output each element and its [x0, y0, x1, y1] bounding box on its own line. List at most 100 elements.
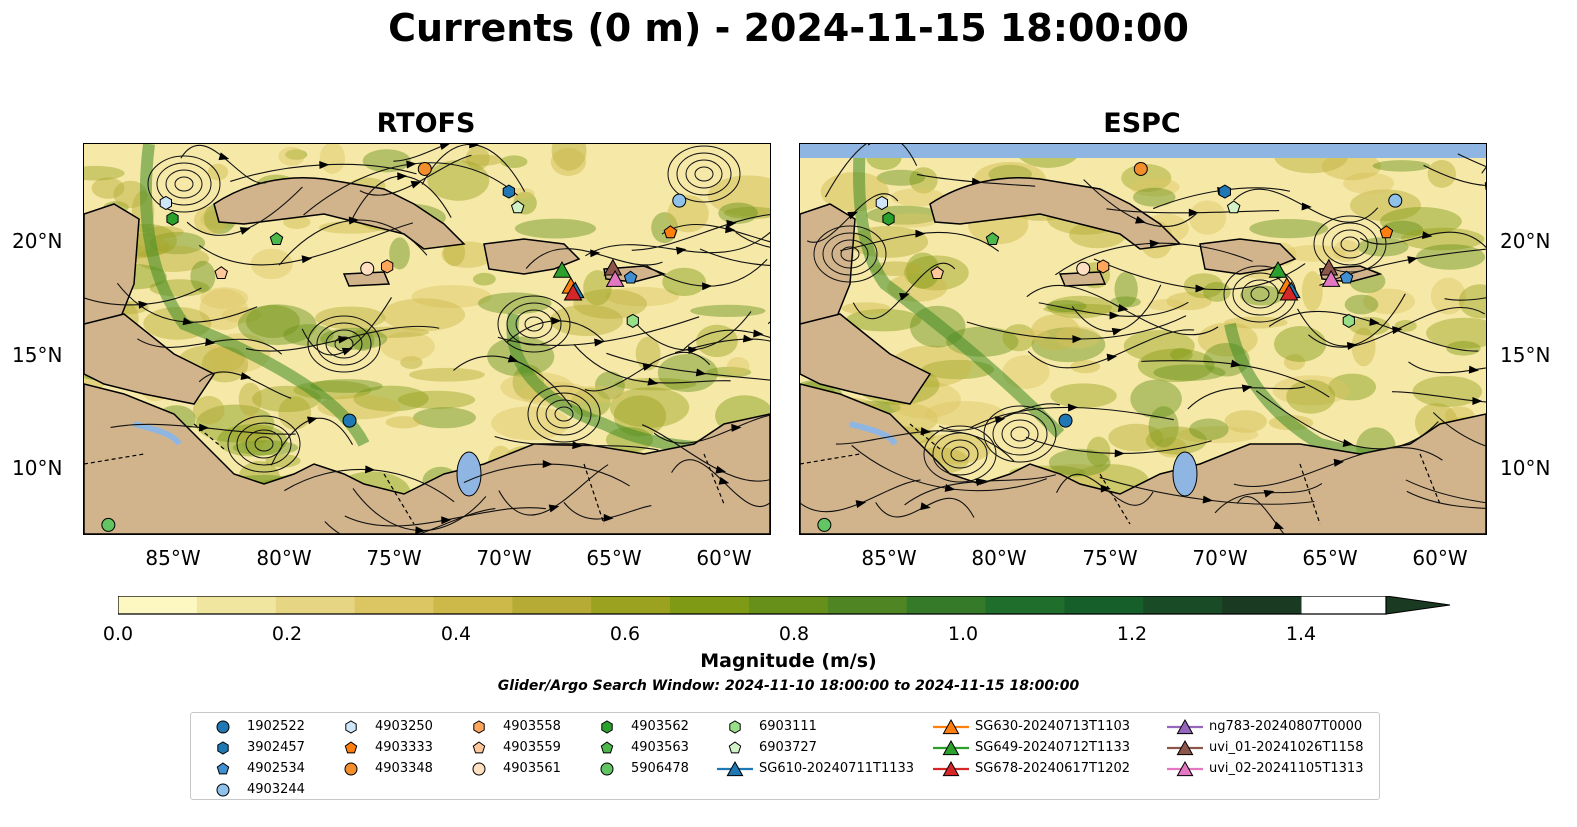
streamline-arrow	[753, 329, 764, 338]
streamline-arrow	[1149, 239, 1160, 248]
speed-patch	[1109, 296, 1141, 308]
speed-patch	[1147, 299, 1185, 311]
streamline-arrow	[218, 152, 230, 161]
legend-symbol	[472, 762, 486, 776]
streamline-arrow	[406, 160, 417, 169]
eddy-ring	[676, 152, 732, 196]
eddy-ring	[1001, 419, 1039, 449]
speed-patch	[1283, 354, 1306, 371]
eddy-ring	[1331, 229, 1369, 259]
speed-patch	[1301, 271, 1323, 312]
speed-patch	[1137, 348, 1215, 383]
streamline-arrow	[731, 423, 742, 432]
speed-patch	[149, 231, 206, 255]
speed-patch	[413, 407, 476, 429]
country-border	[383, 473, 415, 525]
streamline-arrow	[301, 255, 313, 264]
speed-patch	[1362, 288, 1415, 315]
lake	[1172, 451, 1198, 497]
colorbar-tick: 1.0	[947, 623, 979, 645]
eddy-ring	[813, 225, 887, 283]
legend-label: uvi_02-20241105T1313	[1209, 761, 1364, 776]
streamline-arrow	[688, 346, 699, 355]
speed-patch	[1379, 207, 1462, 236]
streamline	[699, 248, 770, 266]
speed-patch	[1446, 341, 1481, 356]
streamline-arrow	[1109, 311, 1120, 320]
streamline-arrow	[1392, 326, 1403, 335]
speed-patch	[1357, 237, 1409, 257]
speed-patch	[491, 406, 570, 441]
colorbar-segment	[354, 596, 434, 614]
speed-patch	[690, 304, 766, 317]
speed-patch	[283, 324, 334, 347]
legend-marker-icon	[217, 741, 229, 755]
lon-tick-left-65: 65°W	[586, 546, 642, 570]
station-marker	[269, 232, 284, 245]
legend-triangle	[1176, 718, 1194, 735]
country-border	[1099, 473, 1131, 525]
eddy-ring	[1322, 222, 1378, 266]
colorbar-tick: 0.2	[271, 623, 303, 645]
country-border	[583, 463, 605, 525]
streamline-arrow	[1273, 521, 1285, 529]
legend-symbol	[216, 762, 230, 775]
legend-marker-icon	[344, 741, 358, 754]
station-marker	[930, 266, 944, 279]
map-panel-rtofs[interactable]	[83, 143, 771, 535]
colorbar-segment	[433, 596, 513, 614]
streamline	[1405, 479, 1486, 504]
speed-patch	[1050, 383, 1117, 408]
station-marker	[1218, 184, 1231, 199]
speed-patch	[551, 144, 587, 171]
speed-patch	[1043, 303, 1126, 315]
speed-patch	[1130, 177, 1180, 197]
eddy-ring	[156, 162, 212, 206]
legend-label: ng783-20240807T0000	[1209, 719, 1363, 734]
legend-marker-icon	[1167, 760, 1203, 777]
streamline	[1432, 412, 1486, 447]
streamline-arrow	[971, 177, 983, 186]
legend-marker-icon	[345, 720, 357, 734]
streamline-arrow	[1369, 317, 1380, 326]
streamline-arrow	[439, 144, 451, 150]
colorbar-segment	[275, 596, 356, 614]
country-border	[800, 453, 861, 465]
land-mass	[929, 176, 1182, 250]
streamline-arrow	[1188, 208, 1199, 217]
legend-label: SG630-20240713T1103	[975, 719, 1131, 734]
map-panel-espc[interactable]	[799, 143, 1487, 535]
station-marker	[605, 270, 625, 287]
legend-label: 4903559	[503, 740, 561, 755]
streamline-arrow	[1301, 202, 1312, 211]
streamline-arrow	[647, 377, 659, 386]
station-marker	[1226, 200, 1241, 214]
eddy-ring	[545, 399, 583, 429]
streamline-arrow	[726, 219, 737, 228]
legend-triangle	[726, 760, 744, 777]
streamline-arrow	[975, 478, 987, 487]
speed-patch	[221, 307, 262, 323]
legend-marker-icon	[472, 762, 486, 776]
speed-patch	[1344, 294, 1379, 315]
eddy-ring	[307, 315, 381, 373]
legend-label: 4903348	[375, 761, 433, 776]
speed-patch	[472, 272, 496, 286]
speed-patch	[1121, 164, 1172, 193]
land-mass	[800, 313, 932, 405]
speed-patch	[465, 146, 490, 171]
speed-patch	[477, 292, 552, 315]
colorbar-segment	[1143, 596, 1223, 614]
streamline-arrow	[1106, 353, 1118, 362]
station-marker	[563, 283, 583, 301]
colorbar-segment	[1222, 596, 1302, 614]
speed-patch	[1123, 330, 1195, 362]
speed-patch	[411, 285, 492, 309]
streamline-arrow	[542, 460, 553, 469]
streamline-arrow	[1067, 403, 1079, 412]
lon-tick-right-60: 60°W	[1412, 546, 1468, 570]
lat-tick-left-10: 10°N	[12, 456, 63, 480]
colorbar-frame	[118, 596, 1387, 615]
eddy-ring	[254, 436, 274, 452]
station-marker	[159, 195, 172, 211]
